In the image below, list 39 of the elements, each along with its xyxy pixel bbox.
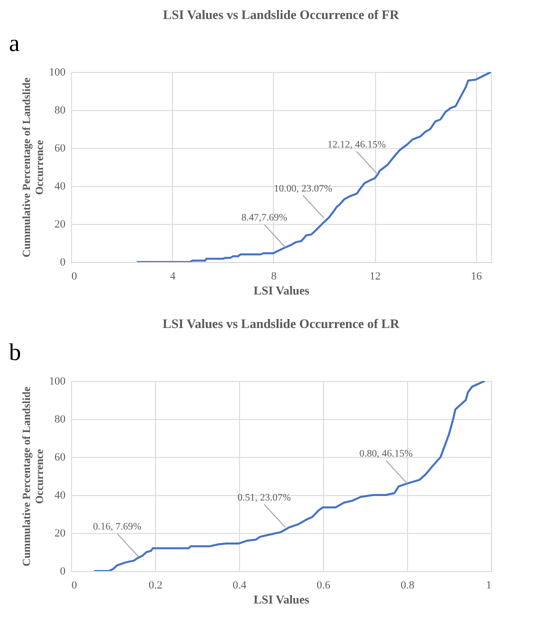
x-tick-label: 0.2 bbox=[148, 580, 162, 592]
text: b bbox=[9, 340, 21, 366]
y-tick-label: 60 bbox=[54, 142, 66, 154]
annotation: 8.47,7.69% bbox=[241, 212, 288, 224]
y-tick-label: 40 bbox=[54, 490, 66, 502]
y-tick-label: 0 bbox=[60, 566, 66, 578]
y-tick-label: 0 bbox=[60, 256, 66, 268]
x-tick-label: 0.4 bbox=[232, 580, 247, 592]
x-tick-label: 16 bbox=[470, 270, 482, 282]
y-tick-label: 20 bbox=[54, 218, 66, 230]
x-tick-label: 8 bbox=[271, 270, 278, 282]
x-tick-label: 12 bbox=[370, 270, 381, 282]
y-tick-label: 80 bbox=[54, 104, 66, 116]
x-axis-title: LSI Values bbox=[254, 592, 310, 606]
y-tick-label: 40 bbox=[54, 180, 66, 192]
y-tick-label: 100 bbox=[49, 376, 66, 388]
line-series bbox=[93, 381, 486, 571]
y-axis-title: Cummulative Percentage of Landslide Occurrence bbox=[21, 78, 46, 258]
y-axis-title: Cummulative Percentage of Landslide Occurrence bbox=[21, 386, 46, 566]
y-tick-label: 20 bbox=[54, 528, 66, 540]
line-series bbox=[136, 72, 491, 262]
annotation: 0.80, 46.15% bbox=[359, 448, 413, 460]
annotation: 0.16, 7.69% bbox=[93, 522, 142, 533]
annotation: 12.12, 46.15% bbox=[327, 140, 386, 151]
x-tick-label: 0.8 bbox=[400, 580, 415, 592]
x-tick-label: 0 bbox=[72, 270, 78, 282]
y-tick-label: 60 bbox=[54, 452, 66, 464]
x-tick-label: 1 bbox=[486, 580, 492, 592]
x-tick-label: 0 bbox=[72, 580, 78, 592]
x-tick-label: 0.6 bbox=[316, 580, 331, 592]
y-tick-label: 80 bbox=[54, 414, 66, 426]
x-axis-title: LSI Values bbox=[254, 284, 310, 298]
annotation: 0.51, 23.07% bbox=[238, 492, 291, 504]
annotation: 10.00, 23.07% bbox=[274, 183, 332, 194]
y-tick-label: 100 bbox=[49, 66, 66, 78]
chart-title: LSI Values vs Landslide Occurrence of LR bbox=[162, 316, 400, 331]
text: a bbox=[9, 31, 20, 57]
x-tick-label: 4 bbox=[170, 270, 176, 282]
chart-title: LSI Values vs Landslide Occurrence of FR bbox=[163, 7, 400, 22]
